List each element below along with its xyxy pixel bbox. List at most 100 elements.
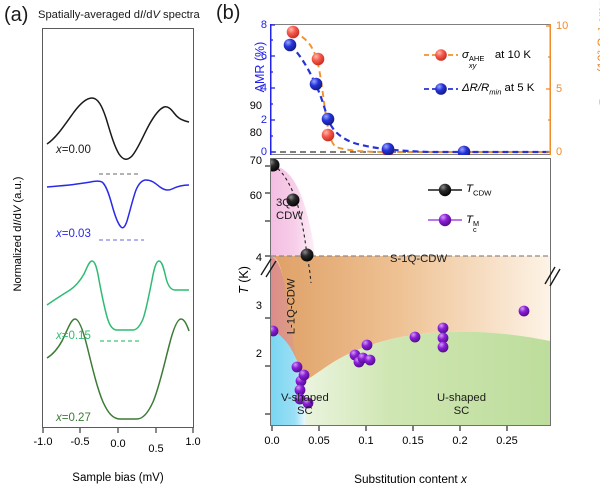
legend-marker-tcm <box>428 213 462 227</box>
phase-ytick-60: 60 <box>249 190 262 202</box>
panel-a-title-mid: /d <box>143 9 153 21</box>
legend-amr-text: ΔR/Rmin at 5 K <box>462 82 534 96</box>
phase-xtick-025: 0.25 <box>496 435 518 447</box>
sigma-right-ticks <box>546 24 551 155</box>
panel-a-title-post: spectra <box>159 9 200 21</box>
panel-a-xtick-3: 0.5 <box>148 443 164 455</box>
amr-ytick-0: 0 <box>260 146 267 158</box>
legend-sigma-sup: AHE <box>468 53 485 63</box>
phase-ytick-2: 2 <box>255 348 262 360</box>
label-x-val-3: =0.27 <box>61 412 91 424</box>
spectrum-curve-x015 <box>46 260 189 331</box>
region-s-1q-cdw <box>271 256 550 381</box>
legend-sigma-text: σ AHE xy at 10 K <box>462 49 531 70</box>
label-x-val-1: =0.03 <box>61 228 91 240</box>
phase-xaxis-label: Substitution content x <box>270 472 551 486</box>
legend-tcdw-sub: CDW <box>472 188 492 198</box>
legend-tcm-sym: T <box>466 214 473 226</box>
region-usc-line2: SC <box>453 404 470 417</box>
panel-a-xtick-1: -0.5 <box>70 436 90 448</box>
legend-tcdw-sym: T <box>466 182 473 195</box>
region-usc-line1: U-shaped <box>437 392 486 404</box>
panel-a-xticks <box>42 428 194 433</box>
legend-tcdw-text: TCDW <box>466 183 491 197</box>
region-label-u-shaped-sc: U-shaped SC <box>437 392 486 417</box>
panel-a-title-v: V <box>152 9 160 21</box>
panel-b-letter: (b) <box>216 2 241 24</box>
region-s1q-line1: S-1Q-CDW <box>390 253 448 265</box>
amr-left-ticks <box>270 24 275 155</box>
yaxis-break-left-icon <box>260 258 277 278</box>
spectrum-label-x003: x=0.03 <box>56 228 91 240</box>
legend-amr-tail: at 5 K <box>501 82 535 94</box>
sigma-ytick-5: 5 <box>556 83 563 95</box>
label-x-val-0: =0.00 <box>61 144 91 156</box>
phase-ytick-80: 80 <box>249 127 262 139</box>
tcdw-data-points <box>271 159 314 262</box>
legend-sigma-sub: xy <box>468 60 477 70</box>
amr-yaxis-label: AMR (%) <box>253 41 267 93</box>
phase-ylabel-sym: T <box>237 286 251 294</box>
phase-ylabel-unit: (K) <box>237 266 251 287</box>
phase-ytick-70: 70 <box>249 155 262 167</box>
a-ylabel-v: V <box>12 205 24 214</box>
region-label-3q-cdw: 3Q- CDW <box>276 197 303 222</box>
sigma-ylabel-sym: σ <box>596 100 600 108</box>
label-x-sym-1: x <box>56 228 62 240</box>
legend-amr-sym: ΔR/R <box>462 82 490 94</box>
phase-ytick-3: 3 <box>255 300 262 312</box>
legend-sigma-sym: σ <box>462 49 469 61</box>
legend-amr-ratio: ΔR/Rmin at 5 K <box>424 82 534 96</box>
region-l-1q-cdw <box>271 256 305 381</box>
panel-a-xtick-2: 0.0 <box>110 438 126 450</box>
panel-a-xtick-4: 1.0 <box>185 436 201 448</box>
panel-a-letter: (a) <box>4 4 29 26</box>
panel-a-xtick-0: -1.0 <box>33 436 53 448</box>
panel-a-yaxis-label: Normalized dI/dV (a.u.) <box>12 134 24 334</box>
phase-ytick-90: 90 <box>249 100 262 112</box>
label-x-sym-2: x <box>56 330 62 342</box>
spectrum-curve-x027 <box>46 318 190 420</box>
spectrum-curve-x003 <box>46 179 190 229</box>
label-x-sym-3: x <box>56 412 62 424</box>
region-l1q-line1: L-1Q-CDW <box>285 278 298 335</box>
phase-xtick-02: 0.2 <box>452 435 468 447</box>
phase-yaxis-label: T (K) <box>237 250 251 310</box>
sigma-ylabel-post: (10³ Ω⁻¹ cm⁻¹) <box>595 0 600 73</box>
phase-diagram-regions <box>271 159 550 425</box>
a-ylabel-mid: /d <box>12 213 24 223</box>
phase-xtick-015: 0.15 <box>402 435 424 447</box>
phase-xtick-01: 0.1 <box>358 435 374 447</box>
spectrum-label-x015: x=0.15 <box>56 330 91 342</box>
spectrum-label-x000: x=0.00 <box>56 144 91 156</box>
panel-a-title: Spatially-averaged dI/dV spectra <box>38 9 200 21</box>
amr-ytick-6: 6 <box>260 50 267 62</box>
amr-data-points <box>283 38 471 155</box>
phase-xlabel-sym: x <box>461 472 467 486</box>
legend-marker-amr <box>424 83 458 95</box>
spectrum-curve-x000 <box>46 97 190 160</box>
phase-ytick-4: 4 <box>255 252 262 264</box>
phase-diagram-frame <box>270 158 551 426</box>
yaxis-break-right-icon <box>544 266 561 287</box>
tcdw-guide-curve <box>272 164 312 284</box>
region-label-l-1q-cdw: L-1Q-CDW <box>286 260 299 352</box>
amr-ytick-2: 2 <box>260 114 267 126</box>
a-ylabel-pre: Normalized d <box>12 225 24 292</box>
region-3q-cdw <box>271 165 315 256</box>
legend-sigma-tail: at 10 K <box>491 49 531 61</box>
label-x-sym-0: x <box>56 144 62 156</box>
sigma-ytick-0: 0 <box>556 146 563 158</box>
sigma-ytick-10: 10 <box>556 20 569 32</box>
panel-a-title-pre: Spatially-averaged d <box>38 9 140 21</box>
spectrum-label-x027: x=0.27 <box>56 412 91 424</box>
panel-a-xaxis-label: Sample bias (mV) <box>72 472 164 484</box>
region-vsc-line2: SC <box>297 404 313 417</box>
region-vsc-line1: V-shaped <box>281 392 329 404</box>
legend-marker-sigma <box>424 49 458 61</box>
panel-a-plot-frame <box>42 28 194 428</box>
